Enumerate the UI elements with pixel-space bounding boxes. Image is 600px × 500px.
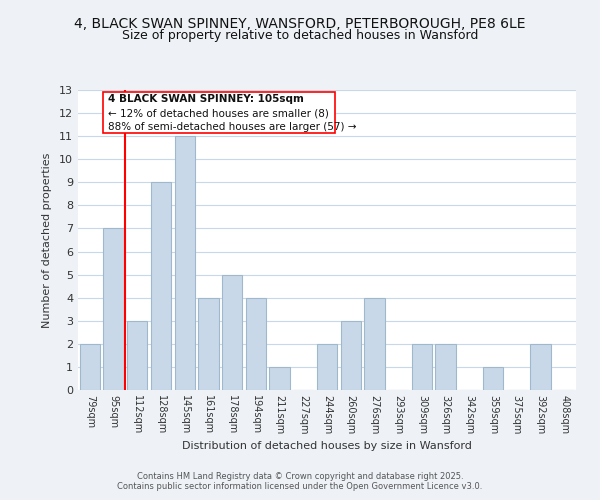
Bar [530,344,551,390]
Bar [317,344,337,390]
Bar [175,136,195,390]
Bar [341,321,361,390]
Text: ← 12% of detached houses are smaller (8): ← 12% of detached houses are smaller (8) [107,108,329,118]
Bar [151,182,171,390]
Text: 4, BLACK SWAN SPINNEY, WANSFORD, PETERBOROUGH, PE8 6LE: 4, BLACK SWAN SPINNEY, WANSFORD, PETERBO… [74,18,526,32]
Bar [199,298,218,390]
Bar [364,298,385,390]
Bar [80,344,100,390]
Bar [222,274,242,390]
Bar [436,344,455,390]
Text: 4 BLACK SWAN SPINNEY: 105sqm: 4 BLACK SWAN SPINNEY: 105sqm [107,94,304,104]
Bar [246,298,266,390]
Bar [412,344,432,390]
Text: Size of property relative to detached houses in Wansford: Size of property relative to detached ho… [122,29,478,42]
Text: Contains HM Land Registry data © Crown copyright and database right 2025.: Contains HM Land Registry data © Crown c… [137,472,463,481]
Text: Contains public sector information licensed under the Open Government Licence v3: Contains public sector information licen… [118,482,482,491]
Bar [127,321,148,390]
Y-axis label: Number of detached properties: Number of detached properties [42,152,52,328]
Bar [483,367,503,390]
X-axis label: Distribution of detached houses by size in Wansford: Distribution of detached houses by size … [182,442,472,452]
Text: 88% of semi-detached houses are larger (57) →: 88% of semi-detached houses are larger (… [107,122,356,132]
Bar [269,367,290,390]
Bar [103,228,124,390]
FancyBboxPatch shape [103,92,335,132]
